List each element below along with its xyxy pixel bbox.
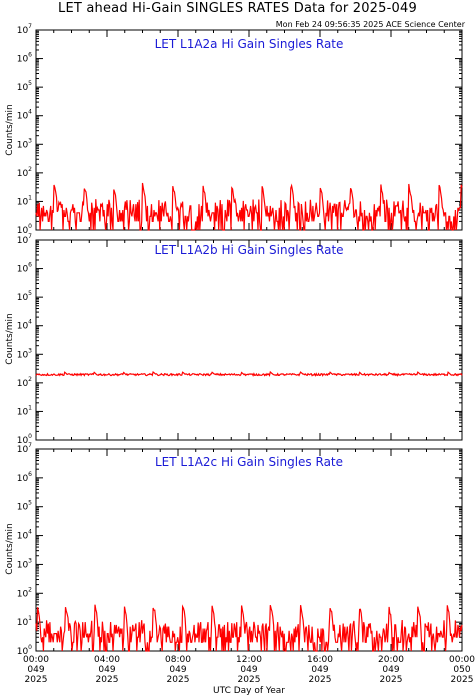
x-tick-label: 20:00 <box>378 655 404 665</box>
y-tick-label: 106 <box>17 471 32 484</box>
y-tick-label: 102 <box>17 586 32 599</box>
y-tick-label: 101 <box>17 404 32 417</box>
x-tick-label: 16:00 <box>307 655 333 665</box>
y-tick-label: 103 <box>17 557 32 570</box>
panel-c-title: LET L1A2c Hi Gain Singles Rate <box>154 455 344 469</box>
panel-frame <box>35 448 463 652</box>
y-tick-label: 103 <box>17 137 32 150</box>
y-tick-label: 104 <box>17 529 32 542</box>
x-tick-label: 049 <box>98 665 115 675</box>
y-tick-label: 100 <box>17 433 32 446</box>
generation-timestamp: Mon Feb 24 09:56:35 2025 ACE Science Cen… <box>275 20 465 29</box>
y-tick-label: 100 <box>17 644 32 657</box>
x-tick-label: 049 <box>311 665 328 675</box>
y-tick-label: 102 <box>17 376 32 389</box>
y-tick-label: 106 <box>17 262 32 275</box>
x-tick-label: 049 <box>169 665 186 675</box>
x-tick-label: 2025 <box>309 675 332 685</box>
series-line <box>35 182 463 231</box>
y-tick-label: 105 <box>17 290 32 303</box>
y-tick-label: 101 <box>17 194 32 207</box>
x-tick-label: 08:00 <box>165 655 191 665</box>
y-tick-label: 104 <box>17 319 32 332</box>
x-tick-label: 2025 <box>167 675 190 685</box>
y-tick-label: 105 <box>17 80 32 93</box>
x-tick-label: 049 <box>382 665 399 675</box>
y-tick-label: 100 <box>17 223 32 236</box>
y-tick-label: 105 <box>17 500 32 513</box>
y-tick-label: 107 <box>17 442 32 455</box>
x-tick-label: 04:00 <box>94 655 120 665</box>
y-tick-label: 106 <box>17 52 32 65</box>
y-tick-label: 103 <box>17 347 32 360</box>
y-tick-label: 101 <box>17 615 32 628</box>
series-line <box>35 370 463 378</box>
x-tick-label: 2025 <box>238 675 261 685</box>
y-tick-label: 104 <box>17 109 32 122</box>
x-tick-label: 050 <box>453 665 470 675</box>
x-tick-label: 049 <box>27 665 44 675</box>
x-tick-label: 00:00 <box>23 655 49 665</box>
x-axis-label: UTC Day of Year <box>213 686 285 696</box>
x-tick-label: 00:00 <box>449 655 475 665</box>
x-tick-label: 2025 <box>96 675 119 685</box>
x-tick-label: 12:00 <box>236 655 262 665</box>
y-tick-label: 107 <box>17 23 32 36</box>
panel-b-title: LET L1A2b Hi Gain Singles Rate <box>154 243 344 257</box>
y-tick-label: 102 <box>17 166 32 179</box>
panel-frame <box>35 239 463 441</box>
panel-a-title: LET L1A2a Hi Gain Singles Rate <box>154 37 344 51</box>
x-tick-label: 2025 <box>451 675 474 685</box>
chart-main-title: LET ahead Hi-Gain SINGLES RATES Data for… <box>58 1 417 16</box>
x-tick-label: 2025 <box>25 675 48 685</box>
y-tick-label: 107 <box>17 233 32 246</box>
x-tick-label: 2025 <box>380 675 403 685</box>
panel-frame <box>35 29 463 231</box>
series-line <box>35 604 463 652</box>
x-tick-label: 049 <box>240 665 257 675</box>
